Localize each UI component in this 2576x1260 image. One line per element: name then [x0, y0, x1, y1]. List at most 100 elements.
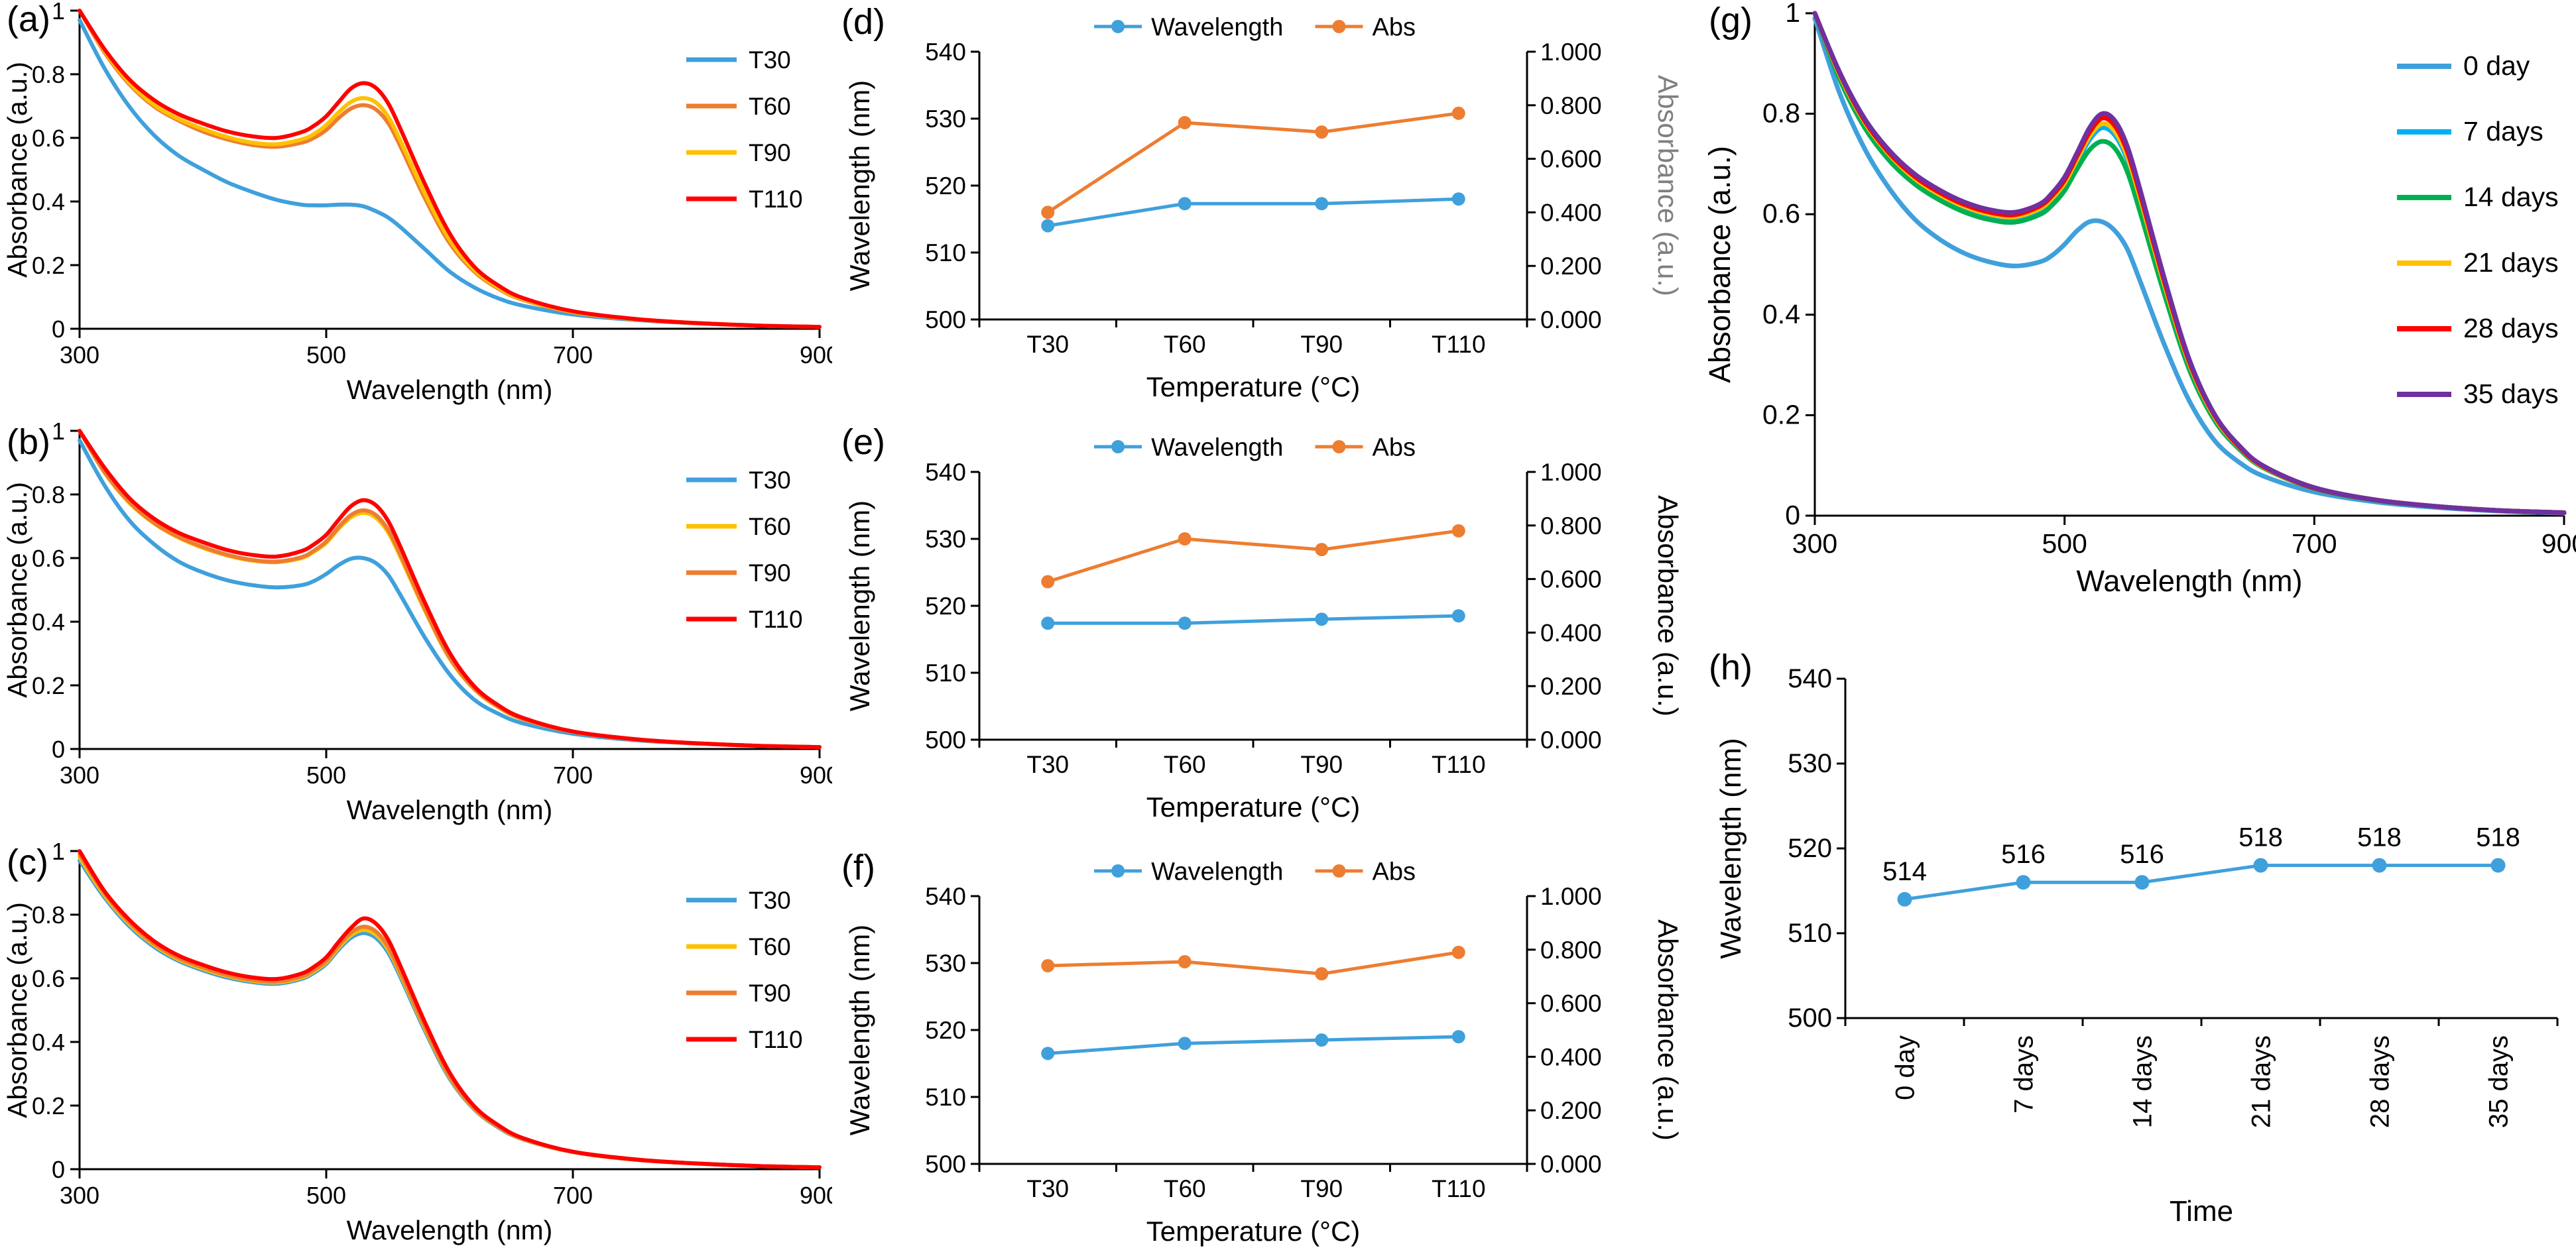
- series-curve-21-days: [1812, 11, 2567, 515]
- panel-label-b: (b): [7, 422, 50, 462]
- y-tick-label: 0.6: [32, 965, 65, 992]
- chart-a: 0 0.2 0.4 0.6 0.8 1 300 500 700 900 Wavelength (nm…: [2, 0, 832, 405]
- left-tick-label: 510: [1788, 919, 1832, 948]
- y-tick-label: 0.4: [32, 608, 65, 636]
- x-tick-label: 300: [1792, 528, 1837, 559]
- left-tick-label: 530: [1788, 749, 1832, 778]
- series-line-Abs: [1048, 950, 1459, 976]
- data-label: 518: [2239, 823, 2283, 852]
- series-line-Wavelength: [1048, 1035, 1459, 1055]
- y-tick-label: 0.8: [32, 61, 65, 88]
- x-tick-label: 300: [60, 1182, 99, 1209]
- y-tick-label: 0.6: [32, 545, 65, 572]
- series-curve-28-days: [1812, 11, 2567, 515]
- marker-Abs: [1315, 967, 1329, 981]
- x-category-label: 14 days: [2128, 1035, 2158, 1128]
- x-axis-title: Wavelength (nm): [347, 374, 553, 405]
- series-curve-T110: [78, 9, 822, 329]
- legend-label-T60: T60: [749, 93, 791, 120]
- series-line-Abs: [1047, 529, 1459, 583]
- marker-Wavelength: [1178, 197, 1192, 211]
- data-label: 516: [2120, 840, 2164, 869]
- legend-label-T90: T90: [749, 559, 791, 587]
- series-curve-T110: [78, 849, 822, 1170]
- data-label: 514: [1882, 857, 1927, 886]
- right-axis-title: Absorbance (a.u.): [1652, 495, 1684, 716]
- left-tick-label: 520: [925, 172, 966, 200]
- x-tick-label: 900: [800, 341, 832, 369]
- series-curve-7-days: [1812, 11, 2567, 515]
- x-category-label: T60: [1164, 331, 1206, 358]
- marker-Wavelength: [1178, 616, 1192, 630]
- marker-Abs: [1451, 106, 1465, 120]
- panel-a: (a) 0 0.2 0.4 0.6 0.8 1 300 500 700 900 Wavelength…: [0, 0, 832, 420]
- y-tick-label: 0: [52, 736, 65, 763]
- panel-label-d: (d): [841, 2, 885, 42]
- axes: [1844, 679, 2557, 1019]
- x-category-label: T60: [1164, 751, 1206, 778]
- legend-label-T60: T60: [749, 933, 791, 960]
- legend-label-0-day: 0 day: [2463, 50, 2530, 81]
- y-tick-label: 0.4: [32, 1029, 65, 1056]
- x-tick-label: 900: [800, 762, 832, 789]
- series-curve-T110: [78, 429, 822, 750]
- x-category-label: T110: [1432, 1175, 1486, 1202]
- y-tick-label: 0: [52, 1156, 65, 1183]
- marker-Wavelength: [1315, 197, 1329, 211]
- legend-label-T110: T110: [749, 1026, 803, 1053]
- series-curve-T30: [78, 858, 822, 1170]
- marker-Abs: [1041, 959, 1055, 973]
- marker-Wavelength: [1041, 616, 1055, 630]
- marker-Abs: [1315, 125, 1329, 139]
- series-line-Wavelength: [1904, 864, 2498, 901]
- panel-e: (e) 500 510 520 530 540 0.000 0.200 0.400 0.600 0…: [832, 420, 1701, 840]
- x-category-label: T30: [1026, 331, 1069, 358]
- chart-f: 500 510 520 530 540 0.000 0.200 0.400 0.600 0.800…: [844, 858, 1684, 1247]
- panel-d: (d) 500 510 520 530 540 0.000 0.200 0.400 0.600 0…: [832, 0, 1701, 420]
- x-category-label: 7 days: [2010, 1035, 2039, 1114]
- legend-label-21-days: 21 days: [2463, 247, 2559, 278]
- chart-h: 500 510 520 530 540 0 day 7 days 14 days 21 days…: [1715, 664, 2559, 1228]
- chart-g: 0 0.2 0.4 0.6 0.8 1 300 500 700 900 Wavelength (nm…: [1703, 0, 2576, 598]
- legend-label-28-days: 28 days: [2463, 313, 2559, 343]
- legend-label-T60: T60: [749, 513, 791, 540]
- right-tick-label: 1.000: [1540, 883, 1602, 910]
- legend-label-T90: T90: [749, 139, 791, 166]
- legend-marker-Abs: [1332, 440, 1346, 453]
- y-tick-label: 0.8: [32, 481, 65, 508]
- y-tick-label: 1: [52, 840, 65, 865]
- legend-label-T30: T30: [749, 467, 791, 494]
- x-tick-label: 300: [60, 762, 99, 789]
- x-axis-title: Temperature (°C): [1146, 1216, 1361, 1247]
- series-curve-T30: [78, 18, 822, 329]
- legend-label-7-days: 7 days: [2463, 116, 2544, 146]
- series-line-Wavelength: [1047, 197, 1459, 228]
- marker-Abs: [1041, 575, 1055, 589]
- left-tick-label: 520: [925, 1017, 966, 1044]
- right-axis-title: Absorbance (a.u.): [1652, 75, 1684, 296]
- left-tick-label: 540: [1788, 664, 1832, 693]
- right-axis-title: Absorbance (a.u.): [1652, 919, 1684, 1141]
- left-tick-label: 540: [925, 883, 966, 910]
- legend-label-T30: T30: [749, 46, 791, 74]
- y-axis-title: Absorbance (a.u.): [1703, 146, 1737, 383]
- left-tick-label: 500: [925, 306, 966, 333]
- x-tick-label: 500: [306, 762, 346, 789]
- y-tick-label: 0.2: [32, 252, 65, 279]
- marker-Abs: [1451, 524, 1465, 538]
- series-curve-35-days: [1812, 11, 2567, 515]
- right-tick-label: 1.000: [1540, 38, 1602, 66]
- marker-Wavelength: [1041, 1047, 1055, 1060]
- left-axis-title: Wavelength (nm): [844, 80, 875, 291]
- legend-label-T110: T110: [749, 186, 803, 213]
- legend-label-T30: T30: [749, 887, 791, 914]
- panel-label-c: (c): [7, 842, 48, 882]
- panel-label-a: (a): [7, 0, 50, 39]
- x-category-label: 28 days: [2366, 1035, 2395, 1128]
- x-category-label: T30: [1026, 1175, 1069, 1202]
- y-axis-title: Absorbance (a.u.): [2, 902, 32, 1118]
- panel-f: (f) 500 510 520 530 540 0.000 0.200 0.400 0.600 0…: [832, 840, 1701, 1260]
- series-line-Wavelength: [1048, 614, 1459, 625]
- right-tick-label: 0.400: [1540, 199, 1602, 226]
- legend-label-Abs: Abs: [1372, 14, 1415, 42]
